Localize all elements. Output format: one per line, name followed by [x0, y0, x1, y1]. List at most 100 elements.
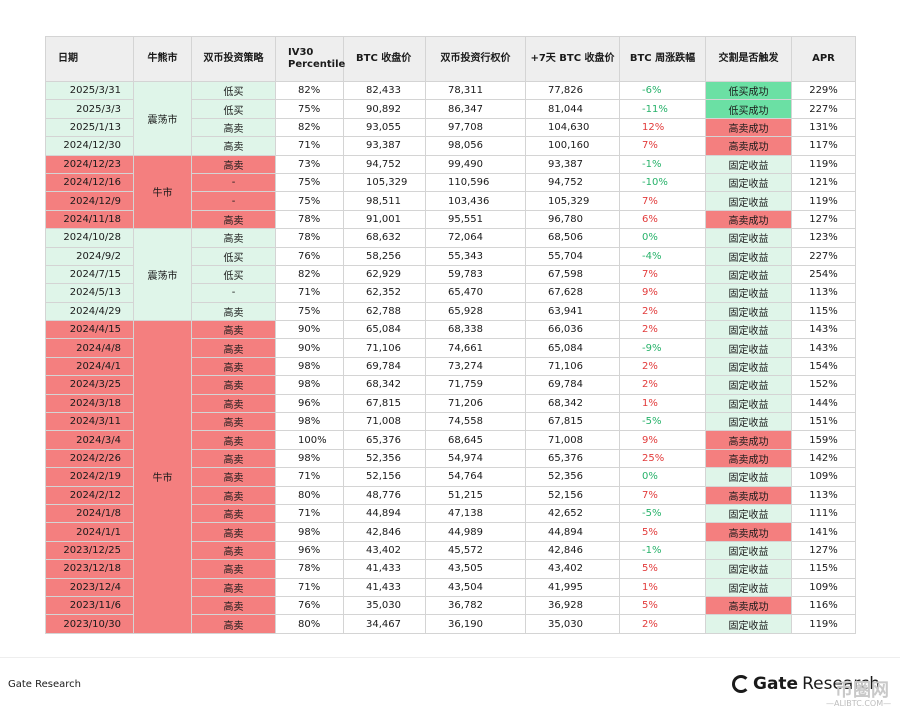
cell-date: 2023/11/6	[45, 595, 134, 616]
cell-settlement: 低买成功	[705, 99, 792, 119]
logo-text-gate: Gate	[753, 674, 799, 694]
table-row: 2023/12/18 高卖 78% 41,433 43,505 43,402 5% 固定收益 1…	[45, 559, 856, 579]
cell-btc-close-7d: 67,815	[525, 412, 620, 432]
table-row: 2024/10/28 震荡市 高卖 78% 68,632 72,064 68,506 0% 固定…	[45, 228, 856, 322]
cell-settlement: 固定收益	[705, 412, 792, 432]
table-row: 2024/3/11 高卖 98% 71,008 74,558 67,815 -5% 固定收益 1…	[45, 412, 856, 432]
cell-settlement: 高卖成功	[705, 448, 792, 469]
cell-strategy: 高卖	[191, 412, 276, 432]
cell-apr: 142%	[791, 448, 856, 469]
cell-apr: 111%	[791, 503, 856, 524]
cell-strike: 71,206	[425, 393, 526, 414]
cell-iv30: 98%	[275, 412, 344, 432]
footer-divider	[0, 657, 900, 658]
cell-btc-close-7d: 65,084	[525, 338, 620, 358]
cell-strike: 65,928	[425, 301, 526, 322]
cell-iv30: 96%	[275, 393, 344, 414]
cell-settlement: 固定收益	[705, 283, 792, 303]
cell-iv30: 82%	[275, 264, 344, 285]
cell-weekly-change: -5%	[619, 412, 706, 432]
cell-strategy: 高卖	[191, 320, 276, 340]
cell-strike: 99,490	[425, 154, 526, 174]
cell-settlement: 高卖成功	[705, 430, 792, 450]
cell-apr: 119%	[791, 191, 856, 211]
cell-iv30: 71%	[275, 467, 344, 487]
cell-strategy: -	[191, 283, 276, 303]
cell-strategy: -	[191, 172, 276, 193]
cell-date: 2024/2/19	[45, 467, 134, 487]
cell-btc-close-7d: 35,030	[525, 614, 620, 634]
watermark: 币圈网	[835, 680, 889, 701]
strategy-table: 日期 牛熊市 双币投资策略 IV30 Percentile BTC 收盘价 双币…	[45, 36, 856, 634]
cell-btc-close-7d: 63,941	[525, 301, 620, 322]
cell-apr: 109%	[791, 467, 856, 487]
table-row: 2023/12/25 高卖 96% 43,402 45,572 42,846 -1% 固定收益…	[45, 540, 856, 561]
cell-weekly-change: 0%	[619, 467, 706, 487]
cell-weekly-change: -1%	[619, 154, 706, 174]
gate-research-logo: Gate Research	[732, 674, 880, 694]
cell-date: 2024/2/26	[45, 448, 134, 469]
cell-strategy: 低买	[191, 80, 276, 101]
cell-iv30: 75%	[275, 301, 344, 322]
cell-settlement: 高卖成功	[705, 485, 792, 505]
cell-btc-close-7d: 43,402	[525, 559, 620, 579]
cell-date: 2023/12/18	[45, 559, 134, 579]
cell-strike: 103,436	[425, 191, 526, 211]
cell-strategy: 高卖	[191, 117, 276, 138]
cell-btc-close: 52,156	[343, 467, 426, 487]
cell-strategy: 高卖	[191, 614, 276, 634]
table-row: 2024/3/18 高卖 96% 67,815 71,206 68,342 1% 固定收益 14…	[45, 393, 856, 414]
cell-iv30: 78%	[275, 559, 344, 579]
cell-btc-close: 34,467	[343, 614, 426, 634]
col-header-btc-close: BTC 收盘价	[343, 36, 426, 82]
cell-weekly-change: 7%	[619, 485, 706, 505]
cell-btc-close-7d: 71,106	[525, 356, 620, 377]
cell-btc-close: 71,106	[343, 338, 426, 358]
table-row: 2024/12/30 高卖 71% 93,387 98,056 100,160 7% 高卖成功…	[45, 136, 856, 156]
cell-btc-close-7d: 41,995	[525, 577, 620, 597]
cell-btc-close: 90,892	[343, 99, 426, 119]
cell-btc-close-7d: 100,160	[525, 136, 620, 156]
cell-market-phase: 牛市	[133, 154, 192, 230]
cell-iv30: 100%	[275, 430, 344, 450]
cell-apr: 152%	[791, 375, 856, 395]
cell-apr: 144%	[791, 393, 856, 414]
cell-strategy: 高卖	[191, 430, 276, 450]
cell-date: 2024/3/4	[45, 430, 134, 450]
cell-strategy: 高卖	[191, 485, 276, 505]
cell-btc-close: 52,356	[343, 448, 426, 469]
cell-btc-close: 44,894	[343, 503, 426, 524]
cell-date: 2025/3/31	[45, 80, 134, 101]
cell-strike: 110,596	[425, 172, 526, 193]
table-row: 2023/10/30 高卖 80% 34,467 36,190 35,030 2% 固定收益 1…	[45, 614, 856, 634]
cell-btc-close-7d: 68,342	[525, 393, 620, 414]
cell-settlement: 高卖成功	[705, 117, 792, 138]
cell-btc-close-7d: 67,628	[525, 283, 620, 303]
cell-strike: 68,645	[425, 430, 526, 450]
cell-strategy: 高卖	[191, 209, 276, 230]
cell-apr: 121%	[791, 172, 856, 193]
cell-strike: 54,974	[425, 448, 526, 469]
cell-btc-close-7d: 81,044	[525, 99, 620, 119]
cell-btc-close: 69,784	[343, 356, 426, 377]
cell-apr: 229%	[791, 80, 856, 101]
cell-settlement: 高卖成功	[705, 209, 792, 230]
cell-iv30: 75%	[275, 99, 344, 119]
col-header-weekly-change: BTC 周涨跌幅	[619, 36, 706, 82]
cell-btc-close: 65,376	[343, 430, 426, 450]
cell-iv30: 71%	[275, 283, 344, 303]
cell-strike: 86,347	[425, 99, 526, 119]
cell-date: 2024/9/2	[45, 246, 134, 266]
table-row: 2024/4/15 牛市 高卖 90% 65,084 68,338 66,036 2% 固定收益…	[45, 320, 856, 634]
cell-strategy: 高卖	[191, 356, 276, 377]
col-header-btc-close-7d: +7天 BTC 收盘价	[525, 36, 620, 82]
cell-btc-close-7d: 93,387	[525, 154, 620, 174]
cell-weekly-change: 2%	[619, 301, 706, 322]
cell-strike: 55,343	[425, 246, 526, 266]
cell-settlement: 固定收益	[705, 172, 792, 193]
cell-strike: 45,572	[425, 540, 526, 561]
cell-date: 2024/2/12	[45, 485, 134, 505]
cell-weekly-change: 9%	[619, 283, 706, 303]
cell-strategy: 高卖	[191, 375, 276, 395]
cell-iv30: 71%	[275, 503, 344, 524]
